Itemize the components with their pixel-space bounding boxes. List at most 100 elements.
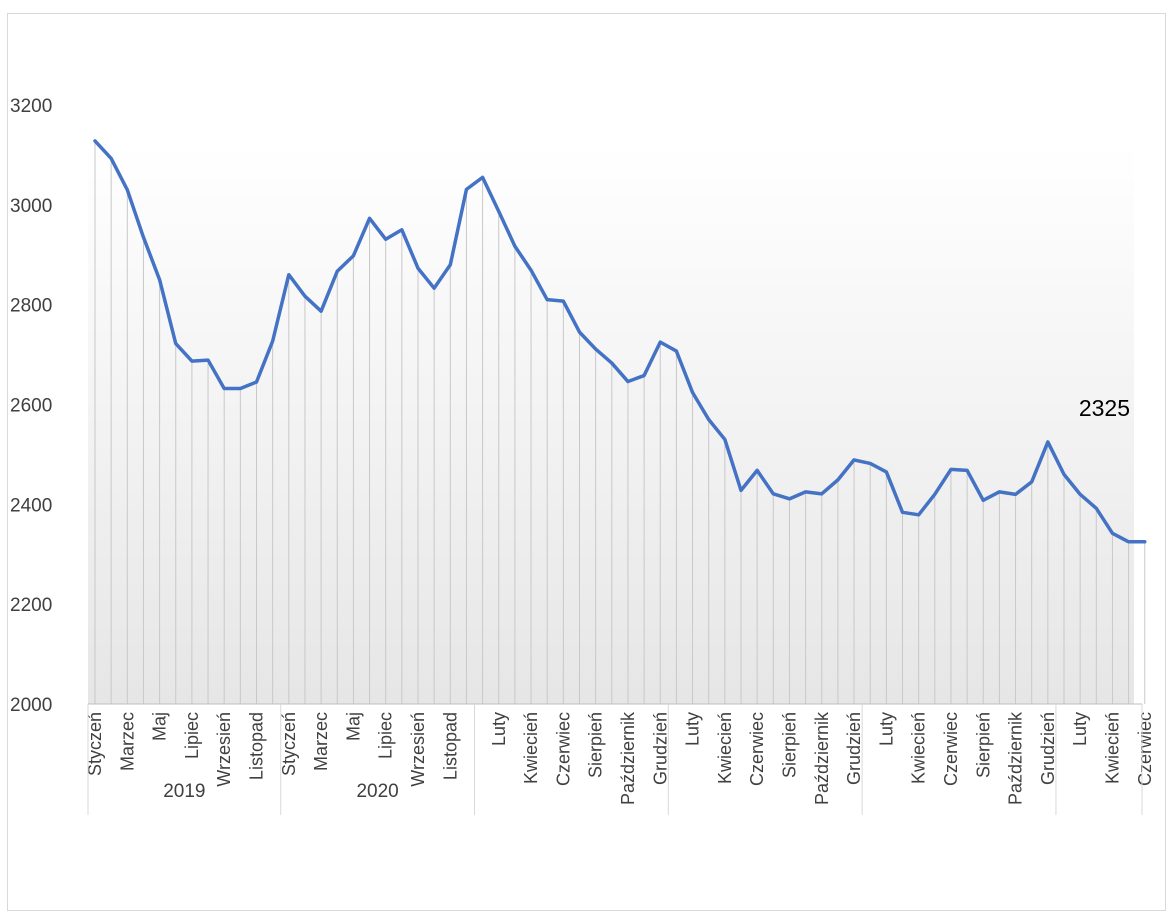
data-point: [287, 273, 290, 276]
data-point: [449, 263, 452, 266]
x-tick-label: Kwiecień: [521, 712, 541, 784]
data-point: [110, 157, 113, 160]
data-point: [1014, 493, 1017, 496]
data-point: [400, 228, 403, 231]
data-point: [917, 513, 920, 516]
x-tick-label: Luty: [683, 712, 703, 746]
x-axis-ticks: Styczeń Marzec Maj Lipiec Wrzesień Listopad St…: [85, 711, 1155, 805]
data-point: [513, 245, 516, 248]
series-line: [93, 139, 1147, 544]
data-point: [998, 490, 1001, 493]
data-point: [901, 511, 904, 514]
data-point: [417, 267, 420, 270]
data-point: [853, 458, 856, 461]
x-tick-label: Lipiec: [376, 712, 396, 759]
x-tick-label: Wrzesień: [408, 712, 428, 787]
x-tick-label: Sierpień: [586, 712, 606, 778]
annotation-label: 2325: [1079, 395, 1130, 421]
data-point: [643, 374, 646, 377]
data-point: [869, 462, 872, 465]
data-point: [142, 236, 145, 239]
y-tick-label: 2800: [10, 296, 52, 317]
data-point: [966, 469, 969, 472]
data-point: [481, 176, 484, 179]
data-point: [933, 493, 936, 496]
data-point: [1063, 473, 1066, 476]
x-tick-label: Czerwiec: [553, 712, 573, 786]
data-point: [303, 295, 306, 298]
year-label: 2019: [163, 781, 205, 802]
x-tick-label: Luty: [489, 712, 509, 746]
x-tick-label: Luty: [876, 712, 896, 746]
x-tick-label: Wrzesień: [214, 712, 234, 787]
data-point: [126, 188, 129, 191]
data-point: [384, 238, 387, 241]
data-point: [207, 359, 210, 362]
data-point: [94, 139, 97, 142]
data-point: [1111, 532, 1114, 535]
x-tick-label: Listopad: [440, 712, 460, 780]
x-tick-label: Październik: [618, 711, 638, 805]
data-point: [691, 391, 694, 394]
data-point: [465, 188, 468, 191]
drop-lines: [94, 140, 1146, 704]
data-point: [271, 340, 274, 343]
x-tick-label: Lipiec: [182, 712, 202, 759]
data-point: [433, 287, 436, 290]
data-point: [352, 254, 355, 257]
x-tick-label: Grudzień: [650, 712, 670, 785]
data-point: [982, 499, 985, 502]
data-point: [1030, 480, 1033, 483]
x-tick-label: Grudzień: [1038, 712, 1058, 785]
data-point: [530, 269, 533, 272]
data-point: [174, 342, 177, 345]
year-group-labels: 2019 2020: [87, 704, 1143, 815]
data-point: [578, 331, 581, 334]
data-point: [659, 341, 662, 344]
x-tick-label: Październik: [812, 711, 832, 805]
x-tick-label: Listopad: [247, 712, 267, 780]
x-tick-label: Kwiecień: [715, 712, 735, 784]
data-point: [223, 387, 226, 390]
data-point: [320, 310, 323, 313]
data-point: [1143, 540, 1146, 543]
x-tick-label: Luty: [1070, 712, 1090, 746]
data-point: [610, 362, 613, 365]
data-point: [756, 469, 759, 472]
data-point: [804, 490, 807, 493]
y-tick-label: 2600: [10, 396, 52, 417]
x-tick-label: Marzec: [117, 712, 137, 771]
data-point: [1046, 440, 1049, 443]
x-tick-label: Czerwiec: [941, 712, 961, 786]
data-point: [885, 470, 888, 473]
y-tick-label: 3200: [10, 96, 52, 117]
data-point: [336, 270, 339, 273]
y-tick-label: 2000: [10, 695, 52, 716]
data-point: [788, 497, 791, 500]
data-point: [368, 217, 371, 220]
data-point: [836, 478, 839, 481]
year-label: 2020: [356, 781, 398, 802]
x-tick-label: Sierpień: [973, 712, 993, 778]
x-tick-label: Czerwiec: [747, 712, 767, 786]
x-tick-label: Czerwiec: [1135, 712, 1155, 786]
data-point: [1095, 507, 1098, 510]
x-tick-label: Maj: [150, 712, 170, 741]
data-point: [190, 360, 193, 363]
x-tick-label: Maj: [343, 712, 363, 741]
data-point: [594, 348, 597, 351]
annotation-layer: 2325: [1079, 395, 1130, 421]
data-point: [497, 210, 500, 213]
data-point: [546, 298, 549, 301]
x-tick-label: Październik: [1006, 711, 1026, 805]
data-point: [562, 300, 565, 303]
y-tick-label: 2200: [10, 595, 52, 616]
series-layer: [93, 139, 1147, 544]
x-tick-label: Styczeń: [85, 712, 105, 776]
data-point: [707, 418, 710, 421]
data-point: [772, 492, 775, 495]
data-point: [675, 350, 678, 353]
y-axis-ticks: 2000 2200 2400 2600 2800 3000 3200: [10, 96, 52, 716]
data-point: [158, 278, 161, 281]
